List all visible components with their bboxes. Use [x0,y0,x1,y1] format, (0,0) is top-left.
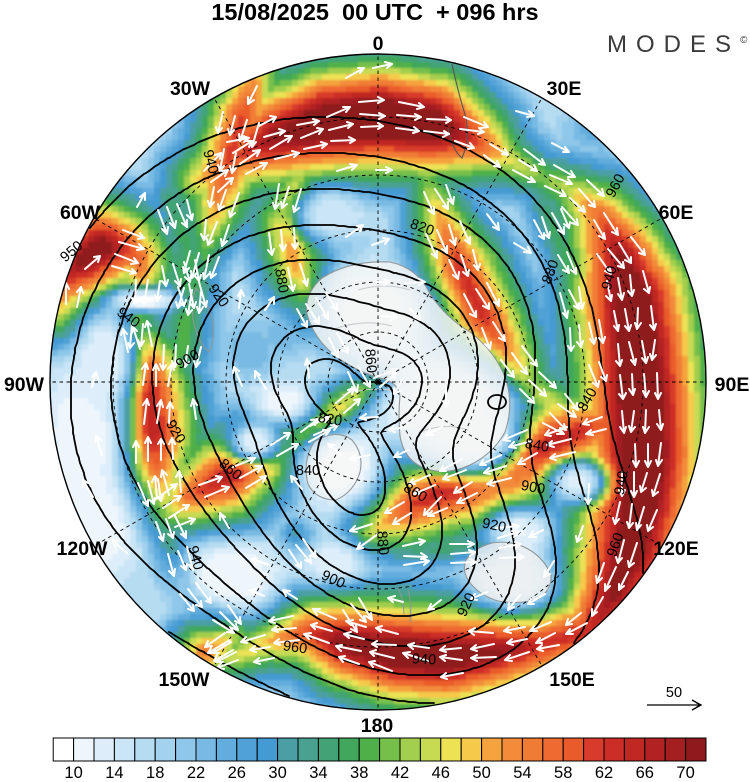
svg-text:940: 940 [184,544,206,572]
svg-text:150W: 150W [159,669,211,691]
svg-text:26: 26 [228,764,246,782]
svg-text:180: 180 [361,715,394,737]
svg-text:50: 50 [472,764,490,782]
svg-text:58: 58 [554,764,572,782]
svg-text:840: 840 [524,436,551,456]
svg-text:0: 0 [373,33,384,55]
svg-text:120E: 120E [653,538,699,560]
svg-text:960: 960 [604,531,627,559]
svg-text:30W: 30W [170,78,211,100]
svg-text:30: 30 [268,764,286,782]
svg-text:70: 70 [676,764,694,782]
svg-text:54: 54 [513,764,531,782]
svg-text:50: 50 [666,685,682,701]
svg-text:150E: 150E [549,669,595,691]
svg-text:860: 860 [361,348,379,374]
svg-text:960: 960 [282,638,308,657]
svg-text:940: 940 [199,148,221,176]
svg-text:940: 940 [599,264,621,292]
svg-text:840: 840 [296,463,320,479]
svg-text:18: 18 [146,764,164,782]
svg-text:38: 38 [350,764,368,782]
svg-text:940: 940 [412,651,437,668]
svg-text:46: 46 [432,764,450,782]
svg-text:42: 42 [391,764,409,782]
svg-text:60E: 60E [659,202,694,224]
svg-text:820: 820 [317,410,344,430]
svg-text:920: 920 [481,515,508,536]
svg-text:900: 900 [520,478,547,498]
svg-text:880: 880 [373,530,391,556]
svg-text:10: 10 [64,764,82,782]
svg-text:22: 22 [187,764,205,782]
svg-text:880: 880 [271,268,291,295]
svg-text:90E: 90E [715,374,750,396]
svg-text:90W: 90W [4,374,45,396]
svg-text:14: 14 [105,764,123,782]
svg-text:34: 34 [309,764,327,782]
svg-text:62: 62 [595,764,613,782]
svg-text:30E: 30E [547,78,582,100]
svg-text:940: 940 [612,470,632,497]
svg-text:820: 820 [408,216,436,239]
svg-text:880: 880 [539,258,562,286]
svg-text:120W: 120W [57,538,109,560]
svg-text:66: 66 [636,764,654,782]
svg-text:60W: 60W [60,202,101,224]
